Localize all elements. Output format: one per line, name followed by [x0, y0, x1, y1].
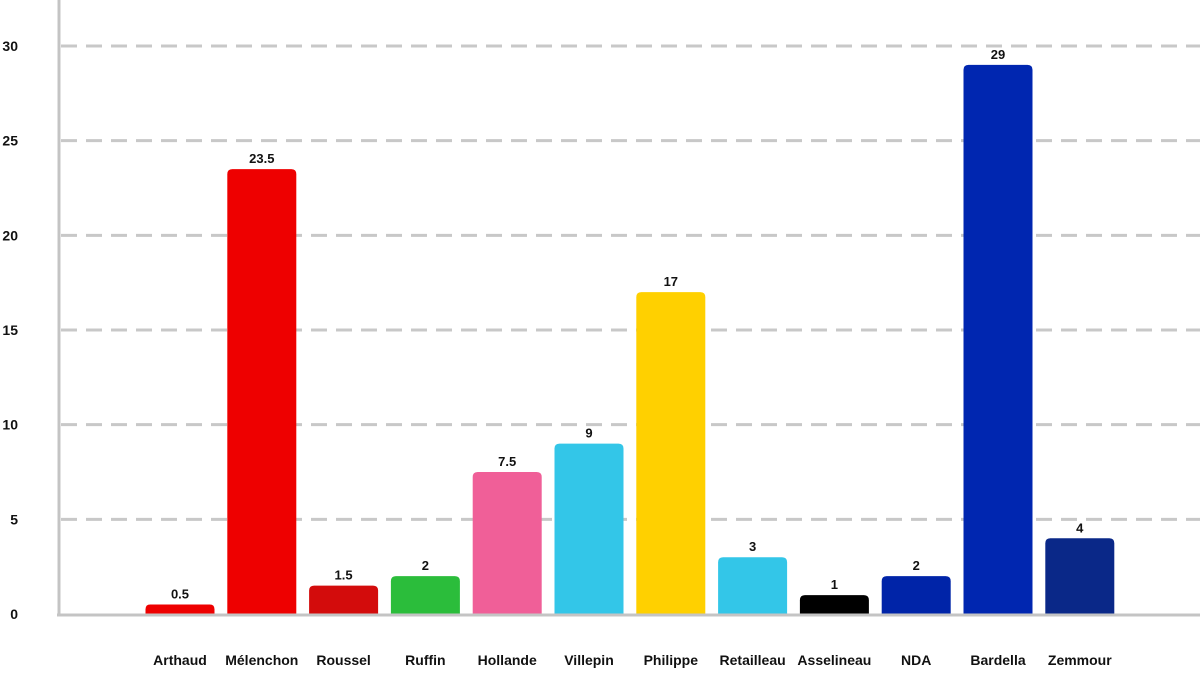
- x-axis-tick-labels: Arthaud Mélenchon Roussel Ruffin Hollande Vil…: [153, 652, 1112, 668]
- y-tick-label: 10: [2, 417, 18, 433]
- data-label: 1.5: [335, 568, 353, 583]
- x-tick-label: Arthaud: [153, 652, 207, 668]
- data-label: 2: [422, 558, 429, 573]
- data-label: 23.5: [249, 151, 274, 166]
- y-tick-label: 5: [10, 511, 18, 527]
- x-tick-label: Philippe: [644, 652, 699, 668]
- x-tick-label: NDA: [901, 652, 931, 668]
- x-tick-label: Ruffin: [405, 652, 445, 668]
- x-tick-label: Retailleau: [720, 652, 786, 668]
- data-label: 3: [749, 539, 756, 554]
- x-tick-label: Mélenchon: [225, 652, 298, 668]
- bar-arthaud: [145, 604, 215, 614]
- bar-asselineau: [799, 595, 869, 614]
- data-label: 4: [1076, 520, 1084, 535]
- data-label: 17: [664, 274, 678, 289]
- x-tick-label: Bardella: [970, 652, 1025, 668]
- y-tick-label: 25: [2, 133, 18, 149]
- value-labels: 0.5 23.5 1.5 2 7.5 9 17 3 1 2 29 4: [171, 47, 1084, 602]
- y-tick-label: 30: [2, 38, 18, 54]
- bar-hollande: [472, 472, 542, 614]
- x-tick-label: Hollande: [478, 652, 537, 668]
- y-tick-label: 20: [2, 227, 18, 243]
- bar-philippe: [636, 292, 706, 614]
- bar-ruffin: [390, 576, 460, 614]
- x-tick-label: Asselineau: [797, 652, 871, 668]
- y-tick-label: 0: [10, 606, 18, 622]
- bar-zemmour: [1045, 538, 1115, 614]
- bar-nda: [881, 576, 951, 614]
- data-label: 9: [585, 426, 592, 441]
- y-axis-ticks: 0 5 10 15 20 25 30: [2, 38, 18, 622]
- data-label: 0.5: [171, 587, 189, 602]
- y-tick-label: 15: [2, 322, 18, 338]
- x-tick-label: Zemmour: [1048, 652, 1112, 668]
- bars: [145, 64, 1115, 615]
- bar-villepin: [554, 443, 624, 614]
- bar-m-lenchon: [227, 169, 297, 615]
- x-tick-label: Villepin: [564, 652, 614, 668]
- x-tick-label: Roussel: [316, 652, 370, 668]
- data-label: 2: [913, 558, 920, 573]
- bar-bardella: [963, 64, 1033, 614]
- data-label: 29: [991, 47, 1005, 62]
- bar-roussel: [309, 585, 379, 614]
- data-label: 7.5: [498, 454, 516, 469]
- data-label: 1: [831, 577, 838, 592]
- bar-retailleau: [718, 557, 788, 614]
